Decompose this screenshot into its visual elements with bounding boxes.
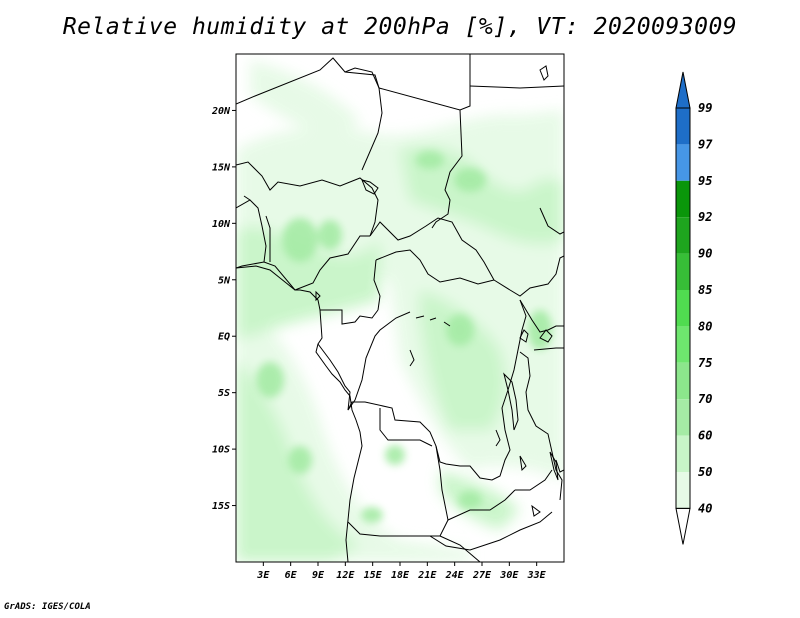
colorbar: 99 97 95 92 90 85 80 75 70 60 50 40 bbox=[675, 71, 713, 545]
small-lakes bbox=[415, 315, 451, 327]
colorbar-label: 60 bbox=[698, 429, 712, 443]
lon-tick-label: 27E bbox=[472, 570, 492, 581]
nile-delta-shape bbox=[539, 65, 549, 81]
colorbar-segment bbox=[676, 253, 690, 290]
colorbar-bottom-arrow bbox=[675, 507, 691, 545]
lake-bangweulu bbox=[495, 429, 501, 447]
lake-kivu bbox=[519, 329, 529, 343]
lake-victoria bbox=[539, 329, 553, 343]
colorbar-label: 85 bbox=[698, 283, 712, 297]
lat-tick-label: 5N bbox=[218, 275, 231, 286]
colorbar-segment bbox=[676, 290, 690, 327]
colorbar-outline bbox=[675, 107, 691, 509]
lon-tick-label: 9E bbox=[312, 570, 325, 581]
kariba-lake bbox=[531, 504, 541, 517]
lat-tick-label: 5S bbox=[218, 388, 230, 399]
lon-tick-label: 3E bbox=[256, 570, 270, 581]
lake-tanganyika bbox=[503, 372, 519, 431]
colorbar-segment bbox=[676, 180, 690, 218]
lon-tick-label: 21E bbox=[417, 570, 437, 581]
lat-tick-label: 10S bbox=[212, 445, 230, 456]
lat-tick-label: 10N bbox=[212, 219, 231, 230]
lat-tick-label: 15S bbox=[212, 501, 230, 512]
colorbar-label: 40 bbox=[698, 501, 712, 515]
grads-credit: GrADS: IGES/COLA bbox=[4, 602, 91, 612]
colorbar-label: 75 bbox=[698, 356, 712, 370]
colorbar-segment bbox=[676, 362, 690, 400]
colorbar-label: 99 bbox=[698, 101, 712, 115]
lon-tick-label: 15E bbox=[364, 570, 383, 581]
colorbar-segment bbox=[676, 472, 690, 509]
colorbar-label: 80 bbox=[698, 319, 712, 333]
colorbar-segment bbox=[676, 435, 690, 472]
lon-tick-label: 12E bbox=[336, 570, 355, 581]
colorbar-top-arrow bbox=[675, 71, 691, 109]
colorbar-label: 92 bbox=[698, 210, 712, 224]
lake-mai-ndombe bbox=[409, 349, 415, 367]
map-title: Relative humidity at 200hPa [%], VT: 202… bbox=[62, 14, 738, 40]
humidity-field bbox=[236, 60, 564, 562]
country-borders bbox=[236, 54, 564, 562]
lat-tick-label: 15N bbox=[212, 162, 231, 173]
lon-tick-label: 30E bbox=[499, 570, 519, 581]
lon-tick-label: 24E bbox=[445, 570, 465, 581]
colorbar-label: 70 bbox=[698, 392, 712, 406]
colorbar-label: 95 bbox=[698, 174, 712, 188]
colorbar-label: 90 bbox=[698, 247, 712, 261]
bioko-island bbox=[315, 290, 321, 302]
colorbar-segment bbox=[676, 326, 690, 363]
lake-chad bbox=[361, 179, 379, 195]
colorbar-segment bbox=[676, 399, 690, 436]
latitude-axis: 20N 15N 10N 5N EQ 5S 10S 15S bbox=[211, 106, 236, 512]
lakes bbox=[315, 65, 559, 517]
colorbar-segment bbox=[676, 217, 690, 254]
lake-mweru bbox=[519, 455, 527, 472]
lake-malawi bbox=[549, 451, 559, 481]
lon-tick-label: 6E bbox=[285, 570, 298, 581]
lat-tick-label: 20N bbox=[211, 106, 231, 117]
colorbar-segment bbox=[676, 108, 690, 145]
colorbar-label: 50 bbox=[698, 465, 712, 479]
lon-tick-label: 33E bbox=[527, 570, 547, 581]
colorbar-label: 97 bbox=[698, 137, 713, 151]
longitude-axis: 3E 6E 9E 12E 15E 18E 21E 24E 27E 30E 33E bbox=[256, 562, 547, 581]
lon-tick-label: 18E bbox=[391, 570, 410, 581]
lat-tick-label: EQ bbox=[218, 332, 230, 343]
colorbar-segment bbox=[676, 144, 690, 181]
